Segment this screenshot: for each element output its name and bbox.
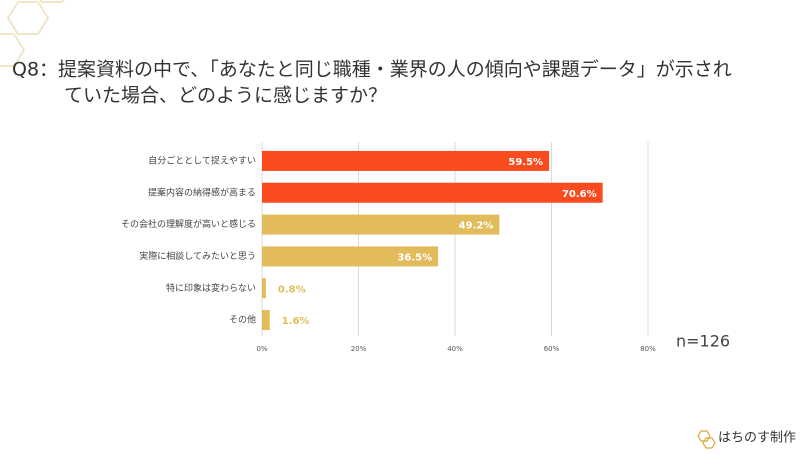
category-label: 特に印象は変わらない xyxy=(166,282,256,294)
logo-decoration xyxy=(0,0,65,67)
value-label: 49.2% xyxy=(459,221,494,232)
bar xyxy=(262,246,439,267)
x-tick-label: 60% xyxy=(544,345,560,353)
category-label: 提案内容の納得感が高まる xyxy=(148,186,256,198)
title-line: ていた場合、どのように感じますか？ xyxy=(64,85,387,107)
category-label: その会社の理解度が高いと感じる xyxy=(121,218,256,230)
x-tick-label: 40% xyxy=(447,345,463,353)
bar xyxy=(262,214,500,235)
bar xyxy=(262,182,603,203)
x-tick-label: 20% xyxy=(351,345,367,353)
title-line: Q8：提案資料の中で、「あなたと同じ職種・業界の人の傾向や課題データ」が示され xyxy=(12,59,732,81)
footer-logo xyxy=(697,430,716,449)
value-label: 59.5% xyxy=(508,157,543,168)
category-label: 実際に相談してみたいと思う xyxy=(139,250,256,262)
category-label: 自分ごととして捉えやすい xyxy=(148,154,256,166)
bar xyxy=(262,150,550,171)
category-label: その他 xyxy=(229,314,256,326)
value-label: 36.5% xyxy=(397,252,432,263)
footer-brand: はちのす制作 xyxy=(718,431,796,446)
x-tick-label: 80% xyxy=(640,345,656,353)
sample-size: n=126 xyxy=(676,332,730,351)
value-label: 1.6% xyxy=(282,316,310,327)
x-tick-label: 0% xyxy=(256,345,267,353)
value-label: 70.6% xyxy=(562,189,597,200)
value-label: 0.8% xyxy=(278,284,306,295)
bar xyxy=(262,310,270,331)
bar xyxy=(262,278,266,299)
